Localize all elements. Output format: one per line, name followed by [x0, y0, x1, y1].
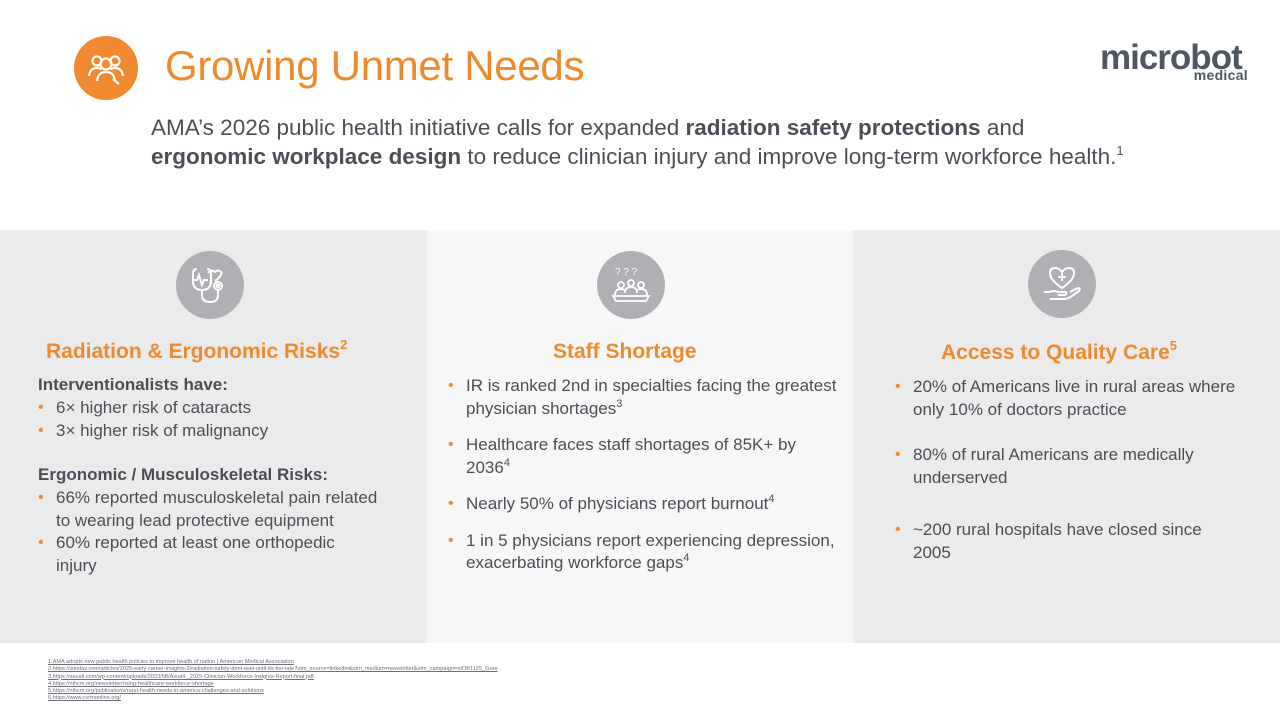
bullet-dot: •: [448, 531, 454, 549]
list-item: • 3× higher risk of malignancy: [38, 420, 378, 443]
list-item: • Healthcare faces staff shortages of 85K…: [448, 435, 796, 477]
microbot-logo: microbot medical: [1100, 38, 1250, 88]
list-item: • IR is ranked 2nd in specialties facing …: [448, 376, 837, 418]
intro-text-2: and: [980, 115, 1025, 140]
intro-bold-radiation: radiation safety protections: [685, 115, 981, 140]
panel-staff-shortage: ? ? ? Staff Shortage • IR is ranked 2nd i…: [427, 230, 853, 643]
intro-text-3: to reduce clinician injury and improve l…: [461, 144, 1117, 169]
intro-statement: AMA’s 2026 public health initiative call…: [151, 113, 1141, 171]
bullet-dot: •: [38, 489, 44, 506]
bullet-dot: •: [38, 534, 44, 551]
panel-title-access: Access to Quality Care5: [941, 338, 1177, 364]
stethoscope-icon: [176, 251, 244, 319]
page-title: Growing Unmet Needs: [165, 42, 585, 89]
panel-title-ref: 5: [1169, 338, 1177, 353]
intro-bold-ergonomic: ergonomic workplace design: [151, 144, 462, 169]
logo-wordmark: microbot: [1100, 38, 1243, 77]
list-ergonomic-risks: • 66% reported musculoskeletal pain relat…: [38, 487, 378, 577]
footnote-link[interactable]: 4.https://nihcm.org/newsletter/rising-he…: [48, 680, 214, 687]
list-item: • ~200 rural hospitals have closed since …: [895, 520, 1202, 562]
bullet-dot: •: [38, 421, 44, 439]
list-item: • 60% reported at least one orthopedic in…: [38, 533, 335, 575]
list-item: • 1 in 5 physicians report experiencing d…: [448, 530, 835, 573]
list-interventionalist-risks: • 6× higher risk of cataracts • 3× higher …: [38, 397, 378, 442]
panel-access-care: Access to Quality Care5 • 20% of American…: [853, 230, 1280, 643]
bullet-dot: •: [895, 446, 901, 463]
subheading-interventionalists: Interventionalists have:: [38, 375, 228, 394]
footnote-link[interactable]: 6.https://www.cvrmonline.org/: [48, 695, 122, 702]
list-item: • 80% of rural Americans are medically un…: [895, 445, 1194, 487]
bullet-dot: •: [448, 377, 454, 394]
footnote-link[interactable]: 1.AMA adopts new public health policies …: [48, 659, 294, 665]
panel-title-staff: Staff Shortage: [553, 340, 697, 363]
svg-text:? ? ?: ? ? ?: [615, 267, 638, 278]
heart-hand-care-icon: [1028, 250, 1096, 318]
intro-text-1: AMA’s 2026 public health initiative call…: [151, 115, 686, 140]
list-access-care: • 20% of Americans live in rural areas wh…: [895, 376, 1240, 564]
bullet-dot: •: [448, 436, 454, 453]
footnote-link[interactable]: 3.https://axuall.com/wp-content/uploads/…: [48, 673, 314, 680]
bullet-dot: •: [38, 399, 44, 416]
panel-title-ref: 2: [340, 337, 348, 352]
list-item: • 20% of Americans live in rural areas wh…: [895, 377, 1236, 419]
logo-subtitle: medical: [1193, 67, 1248, 83]
list-staff-shortage: • IR is ranked 2nd in specialties facing …: [448, 375, 838, 575]
questioning-group-icon: ? ? ?: [597, 251, 665, 319]
panel-title-radiation: Radiation & Ergonomic Risks2: [46, 337, 348, 363]
bullet-dot: •: [895, 378, 901, 395]
people-search-icon: [74, 36, 138, 100]
bullet-dot: •: [448, 495, 454, 512]
footnotes: 1.AMA adopts new public health policies …: [48, 659, 748, 703]
subheading-ergonomic: Ergonomic / Musculoskeletal Risks:: [38, 465, 329, 484]
panel-radiation-ergonomic: Radiation & Ergonomic Risks2 Interventio…: [0, 230, 427, 643]
footnote-link[interactable]: 2.https://ixtoday.com/articles/2025-earl…: [48, 666, 498, 673]
list-item: • Nearly 50% of physicians report burnout…: [448, 493, 838, 516]
footnote-link[interactable]: 5.https://nihcm.org/publications/rural-h…: [48, 688, 264, 695]
list-item: • 6× higher risk of cataracts: [38, 397, 378, 420]
list-item: • 66% reported musculoskeletal pain relat…: [38, 488, 378, 530]
bullet-dot: •: [895, 521, 901, 538]
intro-ref: 1: [1116, 143, 1124, 158]
